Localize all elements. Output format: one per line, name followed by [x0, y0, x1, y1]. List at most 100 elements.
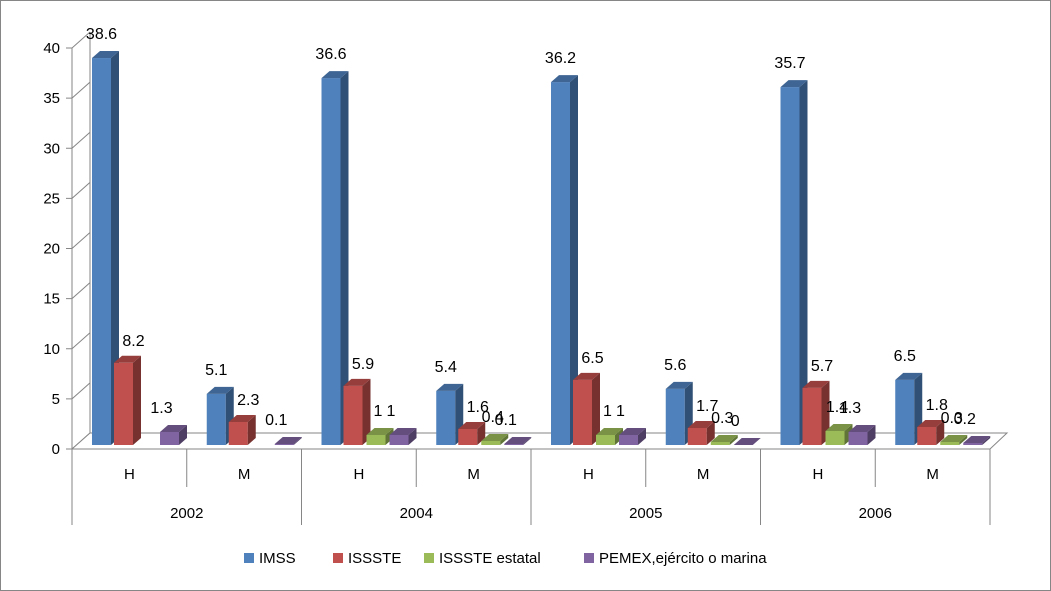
- bar-front: [92, 58, 111, 445]
- y-tick-depth: [71, 232, 91, 249]
- bar-top: [848, 424, 876, 432]
- legend-swatch: [584, 553, 594, 563]
- data-label: 0.1: [265, 412, 287, 429]
- legend: IMSS ISSSTE ISSSTE estatal PEMEX,ejército o…: [244, 550, 767, 567]
- y-tick-depth: [71, 332, 91, 350]
- bar-side: [570, 75, 578, 445]
- y-tick-depth: [71, 182, 91, 199]
- x-group-label: 2006: [859, 505, 892, 522]
- data-label: 1.6: [467, 399, 489, 416]
- bar-front: [481, 440, 501, 445]
- bar-top: [687, 420, 715, 428]
- bar-top: [573, 372, 600, 380]
- bar-top: [321, 71, 349, 79]
- data-label: 36.2: [545, 50, 576, 67]
- bar-front: [160, 431, 179, 445]
- data-label: 8.2: [122, 333, 144, 350]
- bar-top: [895, 372, 923, 380]
- data-label: 0.4: [482, 409, 504, 426]
- bar-pemex-ej-rcito-o-marina: [160, 424, 187, 445]
- bar-front: [780, 87, 800, 446]
- bar-front: [710, 441, 730, 445]
- legend-item: IMSS: [244, 550, 296, 567]
- legend-swatch: [424, 553, 434, 563]
- y-tick-depth: [71, 382, 91, 400]
- y-tick-label: 25: [43, 190, 60, 207]
- y-tick-depth: [71, 81, 91, 99]
- legend-label: PEMEX,ejército o marina: [599, 550, 767, 567]
- bar-front: [596, 434, 615, 445]
- data-label: 1: [387, 403, 396, 420]
- bar-side: [799, 80, 808, 446]
- bar-issste: [573, 372, 600, 445]
- bar-issste: [687, 420, 715, 445]
- data-label: 1: [616, 403, 625, 420]
- bar-side: [111, 51, 119, 445]
- bar-issste: [343, 378, 371, 445]
- data-label: 1.3: [150, 400, 172, 417]
- bar-top: [619, 427, 646, 435]
- legend-item: ISSSTE estatal: [424, 550, 541, 567]
- x-category-label: H: [124, 466, 135, 483]
- data-label: 36.6: [315, 46, 346, 63]
- bar-front: [206, 393, 226, 445]
- legend-item: ISSSTE: [333, 550, 401, 567]
- x-category-label: M: [238, 466, 251, 483]
- bar-top: [917, 419, 945, 427]
- data-label: 0: [731, 413, 740, 430]
- x-category-label: M: [697, 466, 710, 483]
- bar-top: [825, 423, 853, 431]
- bar-front: [848, 431, 868, 445]
- chart-floor: [70, 432, 1009, 450]
- bar-side: [729, 434, 738, 445]
- bar-pemex-ej-rcito-o-marina: [733, 438, 761, 445]
- data-label: 5.6: [664, 357, 686, 374]
- bar-issste: [802, 380, 830, 445]
- bar-top: [504, 436, 532, 444]
- bar-pemex-ej-rcito-o-marina: [389, 427, 417, 445]
- bar-front: [802, 387, 822, 445]
- y-tick-depth: [71, 282, 91, 299]
- bar-front: [573, 379, 592, 445]
- data-label: 1.3: [839, 400, 861, 417]
- bar-side: [867, 424, 876, 445]
- data-label: 5.4: [435, 359, 457, 376]
- bar-front: [458, 428, 478, 445]
- bar-front: [366, 434, 386, 445]
- data-label: 38.6: [86, 26, 117, 43]
- bar-side: [340, 71, 349, 446]
- bar-imss: [92, 51, 119, 445]
- bar-top: [114, 355, 141, 363]
- data-label: 0.2: [954, 411, 976, 428]
- bar-side: [638, 427, 646, 445]
- bar-side: [247, 414, 256, 445]
- bar-top: [436, 383, 464, 391]
- data-label: 0.3: [941, 410, 963, 427]
- legend-label: ISSSTE: [348, 550, 401, 567]
- bar-top: [343, 378, 371, 386]
- y-tick-label: 0: [52, 441, 60, 458]
- bar-front: [665, 388, 685, 445]
- bar-front: [895, 379, 915, 445]
- bar-front: [687, 427, 707, 445]
- bar-top: [665, 381, 693, 389]
- bar-side: [408, 427, 417, 445]
- bar-front: [619, 434, 638, 445]
- bar-side: [706, 420, 715, 445]
- bar-side: [179, 424, 187, 445]
- bar-pemex-ej-rcito-o-marina: [504, 436, 532, 445]
- bar-top: [780, 80, 808, 88]
- bar-imss: [780, 80, 808, 446]
- y-tick-label: 10: [43, 341, 60, 358]
- bar-side: [936, 419, 945, 445]
- data-label: 6.5: [894, 348, 916, 365]
- bar-issste-estatal: [481, 433, 509, 445]
- data-labels: 38.68.21.35.12.30.136.65.91 15.41.60.40.1…: [86, 26, 976, 430]
- x-group-label: 2005: [629, 505, 662, 522]
- bar-front: [228, 421, 248, 445]
- bar-pemex-ej-rcito-o-marina: [619, 427, 646, 445]
- bar-front: [114, 362, 133, 445]
- legend-label: IMSS: [259, 550, 296, 567]
- bar-side: [362, 378, 371, 445]
- bar-top: [228, 414, 256, 422]
